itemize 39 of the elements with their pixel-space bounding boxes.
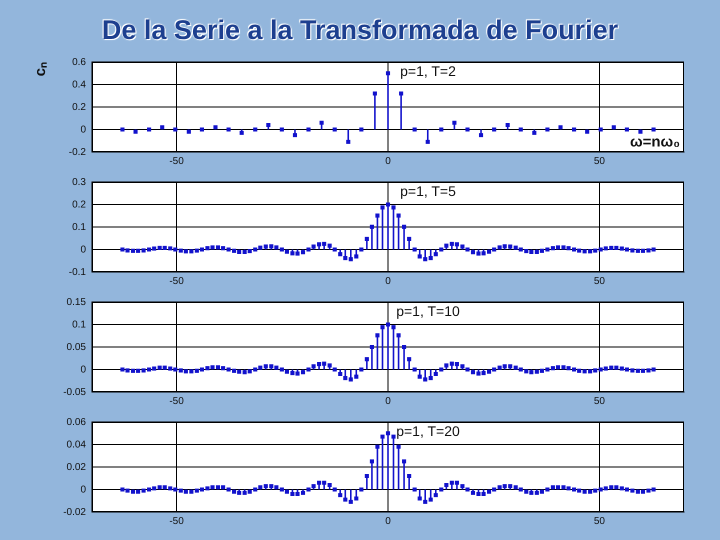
y-tick-label: 0.02 [66, 462, 86, 473]
x-tick-label: 50 [594, 516, 606, 527]
y-tick-label: -0.02 [63, 506, 86, 518]
x-tick-label: -50 [169, 156, 184, 167]
x-tick-label: 0 [385, 396, 392, 407]
annotation: p=1, T=10 [396, 302, 460, 319]
annotation: p=1, T=2 [400, 62, 456, 79]
y-tick-label: 0.6 [72, 56, 86, 68]
y-tick-label: 0 [80, 364, 86, 376]
y-tick-label: 0.2 [72, 199, 86, 210]
y-tick-label: -0.1 [68, 266, 86, 278]
y-tick-label: 0.05 [66, 342, 86, 353]
y-tick-label: 0.06 [66, 416, 86, 428]
x-tick-label: 50 [594, 396, 606, 407]
y-tick-label: -0.05 [63, 386, 86, 398]
x-tick-label: -50 [169, 516, 184, 527]
x-tick-label: -50 [169, 396, 184, 407]
y-tick-label: 0.1 [72, 319, 86, 330]
x-tick-label: 0 [385, 516, 392, 527]
y-tick-label: 0.4 [72, 79, 86, 90]
y-tick-label: 0 [80, 484, 86, 496]
y-tick-label: 0.15 [66, 296, 86, 308]
x-tick-label: 0 [385, 156, 392, 167]
annotation: p=1, T=20 [396, 422, 460, 439]
annotation: p=1, T=5 [400, 182, 456, 199]
y-tick-label: 0.1 [72, 222, 86, 233]
x-axis-title: ω=nω₀ [630, 134, 680, 151]
y-axis-title: cₙ [32, 62, 50, 76]
y-tick-label: 0 [80, 124, 86, 136]
x-tick-label: 0 [385, 276, 392, 287]
x-tick-label: 50 [594, 276, 606, 287]
y-tick-label: 0.3 [72, 176, 86, 188]
x-tick-label: 50 [594, 156, 606, 167]
y-tick-label: 0 [80, 244, 86, 256]
y-tick-label: 0.2 [72, 102, 86, 113]
x-tick-label: -50 [169, 276, 184, 287]
y-tick-label: -0.2 [68, 146, 86, 158]
y-tick-label: 0.04 [66, 439, 86, 450]
chart-title: De la Serie a la Transformada de Fourier [100, 14, 620, 47]
